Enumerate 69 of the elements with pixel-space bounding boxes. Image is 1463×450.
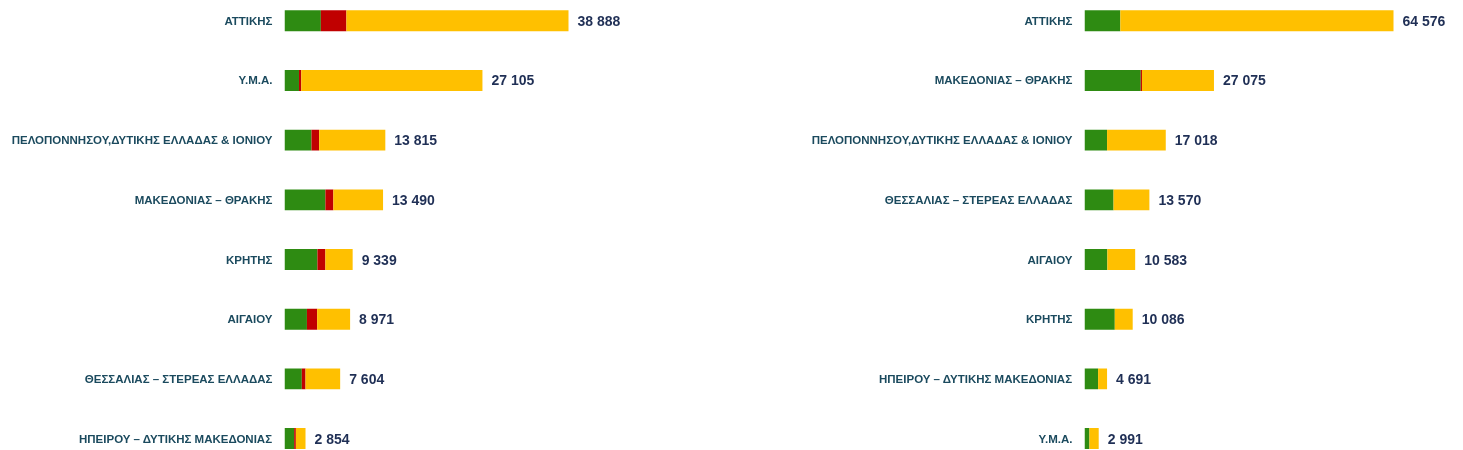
annotation: 8 971 — [359, 311, 395, 328]
bar — [1141, 70, 1214, 91]
bar — [319, 129, 386, 151]
y-tick-label: ΘΕΣΣΑΛΙΑΣ – ΣΤΕΡΕΑΣ ΕΛΛΑΔΑΣ — [884, 193, 1073, 206]
bar — [1098, 368, 1108, 390]
y-tick-label: Υ.Μ.Α. — [1038, 432, 1073, 445]
y-tick-label: ΠΕΛΟΠΟΝΝΗΣΟΥ,ΔΥΤΙΚΗΣ ΕΛΛΑΔΑΣ & ΙΟΝΙΟΥ — [11, 134, 273, 147]
annotation: 38 888 — [577, 12, 621, 29]
bar — [1084, 10, 1121, 32]
annotation: 7 604 — [349, 370, 385, 387]
bar — [1084, 368, 1099, 390]
bar — [1084, 189, 1114, 211]
y-tick-label: ΑΙΓΑΙΟΥ — [1027, 253, 1073, 266]
bar — [284, 189, 326, 211]
y-tick-label: ΠΕΛΟΠΟΝΝΗΣΟΥ,ΔΥΤΙΚΗΣ ΕΛΛΑΔΑΣ & ΙΟΝΙΟΥ — [811, 134, 1073, 147]
annotation: 2 991 — [1107, 430, 1143, 447]
y-tick-label: ΜΑΚΕΔΟΝΙΑΣ – ΘΡΑΚΗΣ — [934, 74, 1073, 87]
annotation: 13 490 — [392, 191, 436, 208]
y-tick-label: ΑΙΓΑΙΟΥ — [227, 313, 273, 326]
annotation: 4 691 — [1116, 370, 1152, 387]
annotation: 64 576 — [1402, 12, 1446, 29]
bar — [1084, 308, 1115, 330]
bar — [305, 368, 341, 390]
y-tick-label: ΑΤΤΙΚΗΣ — [224, 14, 273, 27]
annotation: 10 583 — [1144, 251, 1188, 268]
annotation: 10 086 — [1141, 311, 1185, 328]
bar — [1084, 129, 1108, 151]
bar — [284, 249, 318, 270]
y-tick-label: Υ.Μ.Α. — [238, 74, 273, 87]
annotation: 17 018 — [1174, 132, 1218, 149]
annotation: 2 854 — [314, 430, 350, 447]
bar — [320, 10, 347, 32]
bar — [333, 189, 384, 211]
bar — [284, 428, 295, 450]
bar — [295, 428, 306, 450]
y-tick-label: ΑΤΤΙΚΗΣ — [1024, 14, 1073, 27]
bar — [284, 308, 307, 330]
bar — [1120, 10, 1394, 32]
bar — [311, 129, 320, 151]
y-tick-label: ΜΑΚΕΔΟΝΙΑΣ – ΘΡΑΚΗΣ — [134, 193, 273, 206]
bar — [284, 70, 299, 91]
bar — [325, 189, 334, 211]
y-tick-label: ΚΡΗΤΗΣ — [1025, 313, 1073, 326]
bar — [1107, 249, 1136, 270]
bar — [301, 368, 306, 390]
bar — [1084, 70, 1141, 91]
y-tick-label: ΗΠΕΙΡΟΥ – ΔΥΤΙΚΗΣ ΜΑΚΕΔΟΝΙΑΣ — [878, 372, 1073, 385]
y-tick-label: ΘΕΣΣΑΛΙΑΣ – ΣΤΕΡΕΑΣ ΕΛΛΑΔΑΣ — [84, 372, 273, 385]
bar — [306, 308, 318, 330]
bar — [1107, 129, 1166, 151]
bar — [1113, 189, 1150, 211]
bar — [317, 249, 326, 270]
annotation: 13 570 — [1158, 191, 1202, 208]
annotation: 27 105 — [491, 72, 535, 89]
bar — [1089, 428, 1099, 450]
bar — [346, 10, 569, 32]
annotation: 9 339 — [361, 251, 397, 268]
y-tick-label: ΗΠΕΙΡΟΥ – ΔΥΤΙΚΗΣ ΜΑΚΕΔΟΝΙΑΣ — [78, 432, 273, 445]
bar — [1084, 249, 1108, 270]
bar — [1114, 308, 1133, 330]
annotation: 27 075 — [1222, 72, 1267, 89]
bar — [284, 10, 321, 32]
bar — [325, 249, 353, 270]
bar — [317, 308, 351, 330]
y-tick-label: ΚΡΗΤΗΣ — [225, 253, 273, 266]
annotation: 13 815 — [394, 132, 438, 149]
bar — [284, 368, 302, 390]
bar — [301, 70, 483, 91]
bar — [284, 129, 312, 151]
